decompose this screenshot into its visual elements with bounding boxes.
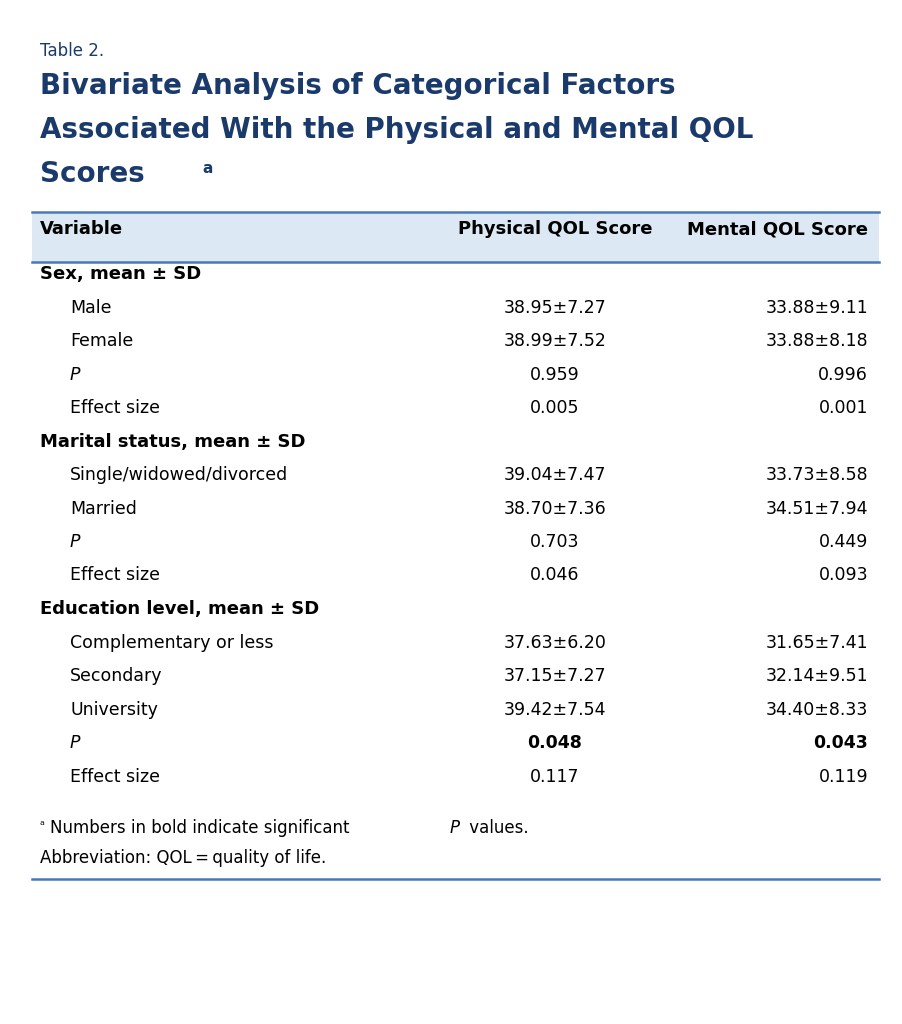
Text: P: P (70, 534, 80, 551)
Text: Marital status, mean ± SD: Marital status, mean ± SD (40, 432, 305, 451)
Text: Abbreviation: QOL = quality of life.: Abbreviation: QOL = quality of life. (40, 849, 326, 867)
Text: 0.001: 0.001 (817, 399, 867, 417)
Text: 38.95±7.27: 38.95±7.27 (503, 299, 606, 316)
Text: 38.70±7.36: 38.70±7.36 (503, 500, 606, 517)
Text: Female: Female (70, 332, 133, 350)
Text: Table 2.: Table 2. (40, 42, 104, 60)
Text: values.: values. (464, 819, 528, 837)
Text: Associated With the Physical and Mental QOL: Associated With the Physical and Mental … (40, 116, 752, 144)
Text: 33.88±9.11: 33.88±9.11 (764, 299, 867, 316)
Text: Single/widowed/divorced: Single/widowed/divorced (70, 466, 288, 484)
Text: 0.996: 0.996 (817, 366, 867, 384)
Text: Variable: Variable (40, 220, 123, 238)
Text: 38.99±7.52: 38.99±7.52 (503, 332, 606, 350)
Text: 33.73±8.58: 33.73±8.58 (765, 466, 867, 484)
Text: 0.449: 0.449 (818, 534, 867, 551)
Text: 0.119: 0.119 (817, 768, 867, 785)
Text: Male: Male (70, 299, 111, 316)
Text: Effect size: Effect size (70, 399, 160, 417)
Text: P: P (449, 819, 459, 837)
Text: 37.63±6.20: 37.63±6.20 (503, 634, 606, 651)
Text: P: P (70, 366, 80, 384)
Text: Secondary: Secondary (70, 667, 162, 685)
Text: 37.15±7.27: 37.15±7.27 (503, 667, 605, 685)
Text: 0.048: 0.048 (527, 734, 582, 752)
Text: 0.703: 0.703 (529, 534, 579, 551)
Text: Scores: Scores (40, 160, 144, 188)
Text: 0.093: 0.093 (817, 566, 867, 585)
Text: Numbers in bold indicate significant: Numbers in bold indicate significant (50, 819, 354, 837)
Text: Mental QOL Score: Mental QOL Score (686, 220, 867, 238)
Text: 34.40±8.33: 34.40±8.33 (765, 700, 867, 719)
Text: 0.005: 0.005 (529, 399, 579, 417)
Text: Effect size: Effect size (70, 768, 160, 785)
Text: 0.117: 0.117 (529, 768, 579, 785)
Text: a: a (202, 161, 212, 176)
Text: Complementary or less: Complementary or less (70, 634, 273, 651)
Text: Education level, mean ± SD: Education level, mean ± SD (40, 600, 319, 618)
Text: 0.043: 0.043 (813, 734, 867, 752)
Text: Married: Married (70, 500, 137, 517)
Text: 33.88±8.18: 33.88±8.18 (765, 332, 867, 350)
Text: Effect size: Effect size (70, 566, 160, 585)
Text: Sex, mean ± SD: Sex, mean ± SD (40, 265, 201, 283)
Text: 0.046: 0.046 (529, 566, 579, 585)
Text: 0.959: 0.959 (529, 366, 579, 384)
Text: 34.51±7.94: 34.51±7.94 (765, 500, 867, 517)
Text: Bivariate Analysis of Categorical Factors: Bivariate Analysis of Categorical Factor… (40, 72, 675, 100)
Text: 39.42±7.54: 39.42±7.54 (503, 700, 605, 719)
Text: 31.65±7.41: 31.65±7.41 (765, 634, 867, 651)
Text: University: University (70, 700, 158, 719)
Bar (32, 212, 878, 262)
Text: 39.04±7.47: 39.04±7.47 (503, 466, 605, 484)
Text: ᵃ: ᵃ (40, 819, 45, 833)
Text: Physical QOL Score: Physical QOL Score (457, 220, 651, 238)
Text: 32.14±9.51: 32.14±9.51 (765, 667, 867, 685)
Text: P: P (70, 734, 80, 752)
